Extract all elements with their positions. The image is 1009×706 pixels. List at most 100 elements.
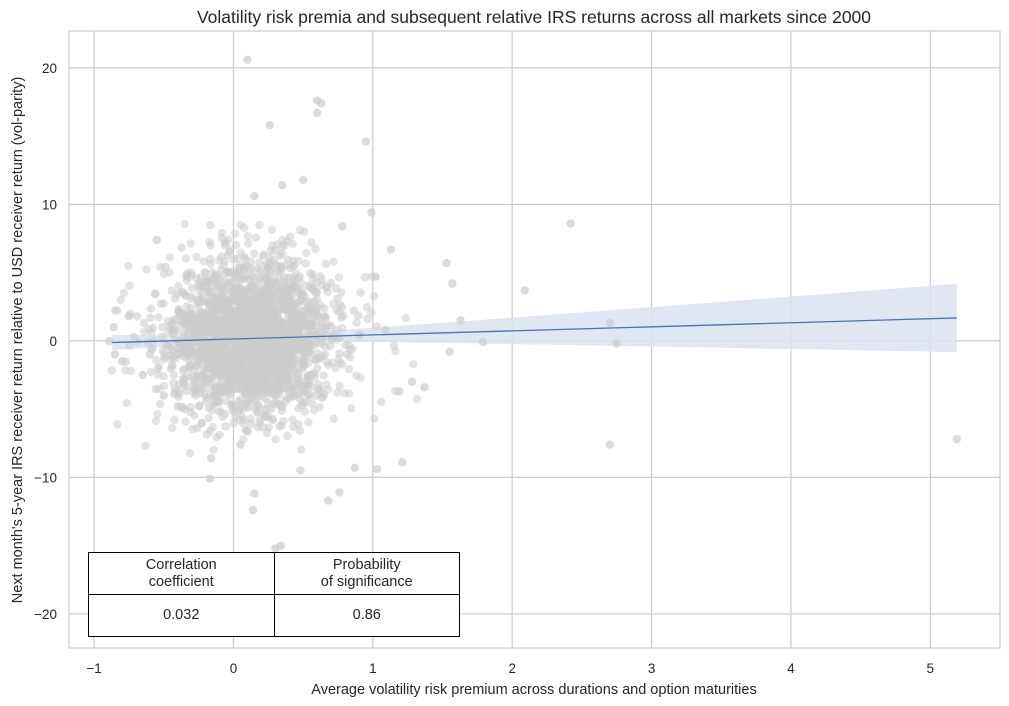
data-point bbox=[290, 391, 299, 401]
data-point bbox=[317, 339, 326, 348]
data-point bbox=[251, 233, 261, 242]
data-point bbox=[316, 272, 325, 281]
data-point bbox=[124, 261, 133, 271]
data-point bbox=[295, 426, 304, 435]
data-point bbox=[185, 449, 195, 458]
stats-header-row: Correlation coefficient Probability of sig… bbox=[88, 552, 460, 595]
data-point bbox=[312, 288, 321, 298]
data-point bbox=[189, 349, 198, 358]
data-point bbox=[246, 419, 255, 428]
data-point bbox=[314, 380, 323, 389]
data-point bbox=[281, 397, 290, 406]
data-point bbox=[196, 381, 205, 390]
data-point bbox=[165, 253, 174, 262]
data-point bbox=[191, 391, 200, 400]
data-point bbox=[200, 368, 210, 377]
data-point bbox=[188, 424, 197, 434]
data-point bbox=[290, 281, 299, 290]
data-point bbox=[345, 365, 354, 374]
data-point bbox=[274, 313, 283, 322]
data-point bbox=[153, 409, 162, 419]
data-point bbox=[259, 364, 269, 374]
data-point bbox=[116, 295, 125, 304]
data-point bbox=[268, 415, 277, 424]
plot-frame bbox=[68, 30, 1001, 649]
data-point bbox=[119, 288, 129, 298]
x-tick-label: 0 bbox=[230, 661, 238, 676]
data-point bbox=[274, 267, 283, 276]
data-point bbox=[386, 245, 396, 254]
data-point bbox=[142, 265, 151, 274]
data-point bbox=[183, 273, 192, 282]
data-point bbox=[182, 302, 192, 311]
data-point bbox=[228, 276, 237, 285]
data-point bbox=[222, 344, 231, 353]
data-point bbox=[377, 397, 386, 406]
data-point bbox=[334, 273, 344, 282]
data-point bbox=[105, 336, 114, 346]
data-point bbox=[371, 272, 380, 281]
data-point bbox=[268, 327, 278, 337]
data-point bbox=[285, 232, 295, 241]
data-point bbox=[252, 317, 261, 326]
data-point bbox=[369, 292, 379, 301]
data-point bbox=[140, 327, 149, 336]
data-point bbox=[230, 229, 240, 238]
data-point bbox=[319, 371, 328, 380]
data-point bbox=[253, 304, 262, 313]
data-point bbox=[327, 335, 337, 345]
data-point bbox=[304, 347, 313, 356]
data-point bbox=[298, 175, 308, 184]
data-point bbox=[236, 220, 245, 230]
data-point bbox=[302, 248, 311, 258]
data-point bbox=[249, 272, 258, 281]
data-point bbox=[207, 364, 216, 373]
data-point bbox=[274, 382, 283, 391]
y-axis-label: Next month's 5-year IRS receiver return … bbox=[10, 77, 26, 604]
data-point bbox=[298, 364, 307, 373]
data-point bbox=[177, 317, 186, 326]
stats-table: Correlation coefficient Probability of sig… bbox=[88, 552, 460, 637]
data-point bbox=[605, 318, 614, 328]
data-point bbox=[267, 225, 277, 235]
data-point bbox=[274, 274, 283, 283]
data-point bbox=[329, 257, 338, 266]
data-point bbox=[304, 418, 313, 427]
data-point bbox=[278, 235, 287, 245]
y-tick-label: 0 bbox=[49, 334, 57, 349]
data-point bbox=[259, 309, 269, 319]
data-point bbox=[397, 458, 407, 467]
data-point bbox=[287, 311, 296, 320]
data-point bbox=[180, 219, 189, 229]
data-point bbox=[335, 349, 344, 358]
data-point bbox=[329, 414, 338, 423]
data-point bbox=[289, 256, 298, 266]
data-point bbox=[317, 393, 326, 402]
data-point bbox=[113, 420, 122, 429]
data-point bbox=[225, 315, 235, 324]
data-point bbox=[299, 322, 308, 332]
data-point bbox=[202, 430, 212, 439]
data-point bbox=[294, 382, 303, 392]
data-point bbox=[612, 339, 621, 348]
data-point bbox=[520, 286, 529, 295]
data-point bbox=[372, 322, 382, 331]
correlation-header: Correlation coefficient bbox=[88, 552, 275, 595]
data-point bbox=[456, 316, 465, 325]
data-point bbox=[275, 319, 284, 328]
data-point bbox=[952, 434, 961, 444]
data-point bbox=[273, 337, 283, 346]
data-point bbox=[361, 137, 371, 146]
data-point bbox=[264, 384, 273, 393]
data-point bbox=[270, 286, 279, 295]
data-point bbox=[296, 466, 305, 475]
data-point bbox=[310, 296, 319, 306]
significance-value: 0.86 bbox=[273, 594, 460, 637]
x-tick-label: 4 bbox=[787, 661, 795, 676]
data-point bbox=[170, 415, 179, 425]
data-point bbox=[194, 299, 203, 308]
data-point bbox=[265, 271, 274, 281]
data-point bbox=[363, 314, 372, 324]
data-point bbox=[139, 318, 149, 328]
data-point bbox=[279, 356, 289, 365]
